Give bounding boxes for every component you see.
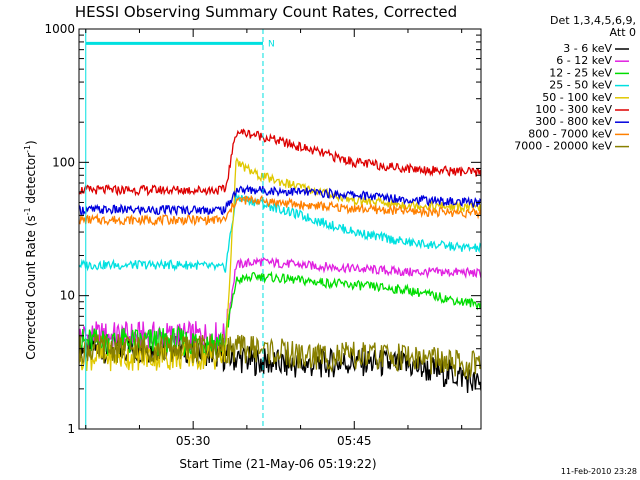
y-tick-label: 100 — [52, 155, 75, 169]
y-axis-label-sup1: -1 — [23, 207, 32, 215]
legend-label: 800 - 7000 keV — [528, 127, 612, 140]
legend-label: 100 - 300 keV — [535, 103, 612, 116]
y-tick-label: 1000 — [44, 22, 75, 36]
series-line — [79, 128, 481, 197]
series-line — [79, 256, 481, 351]
series-line — [79, 333, 481, 380]
plot-frame — [78, 28, 482, 430]
timestamp-stamp: 11-Feb-2010 23:28 — [561, 467, 637, 476]
y-tick-label: 1 — [67, 422, 75, 436]
chart-title: HESSI Observing Summary Count Rates, Cor… — [75, 3, 457, 21]
legend-label: 7000 - 20000 keV — [514, 140, 612, 153]
series-line — [79, 194, 481, 227]
legend-label: 6 - 12 keV — [556, 54, 612, 67]
series-layer — [79, 128, 481, 394]
x-tick-label: 05:45 — [337, 434, 372, 448]
legend-label: 50 - 100 keV — [542, 91, 612, 104]
x-axis-ticks: 05:30 05:45 — [85, 29, 463, 448]
legend-label: 300 - 800 keV — [535, 115, 612, 128]
series-line — [79, 193, 481, 273]
y-tick-label: 10 — [60, 289, 75, 303]
plot-area: N — [78, 28, 482, 430]
legend-label: 12 - 25 keV — [549, 66, 612, 79]
y-axis-label-main: Corrected Count Rate (s — [24, 215, 38, 359]
marker-layer: N — [85, 29, 275, 429]
legend-header-line-2: Att 0 — [610, 26, 636, 39]
y-axis-label-end: ) — [24, 140, 38, 145]
legend-label: 25 - 50 keV — [549, 79, 612, 92]
marker-bar-label: N — [268, 39, 275, 49]
legend-header-line-1: Det 1,3,4,5,6,9, — [550, 14, 636, 27]
x-axis-label: Start Time (21-May-06 05:19:22) — [179, 457, 376, 471]
series-line — [79, 270, 481, 357]
x-tick-label: 05:30 — [176, 434, 211, 448]
y-axis-ticks: 1 10 100 1000 — [44, 22, 481, 436]
legend-label: 3 - 6 keV — [563, 42, 612, 55]
y-axis-label: Corrected Count Rate (s-1 detector-1) — [23, 140, 38, 359]
series-line — [79, 184, 481, 217]
y-axis-label-mid: detector — [24, 153, 38, 208]
y-axis-label-sup2: -1 — [23, 145, 32, 153]
